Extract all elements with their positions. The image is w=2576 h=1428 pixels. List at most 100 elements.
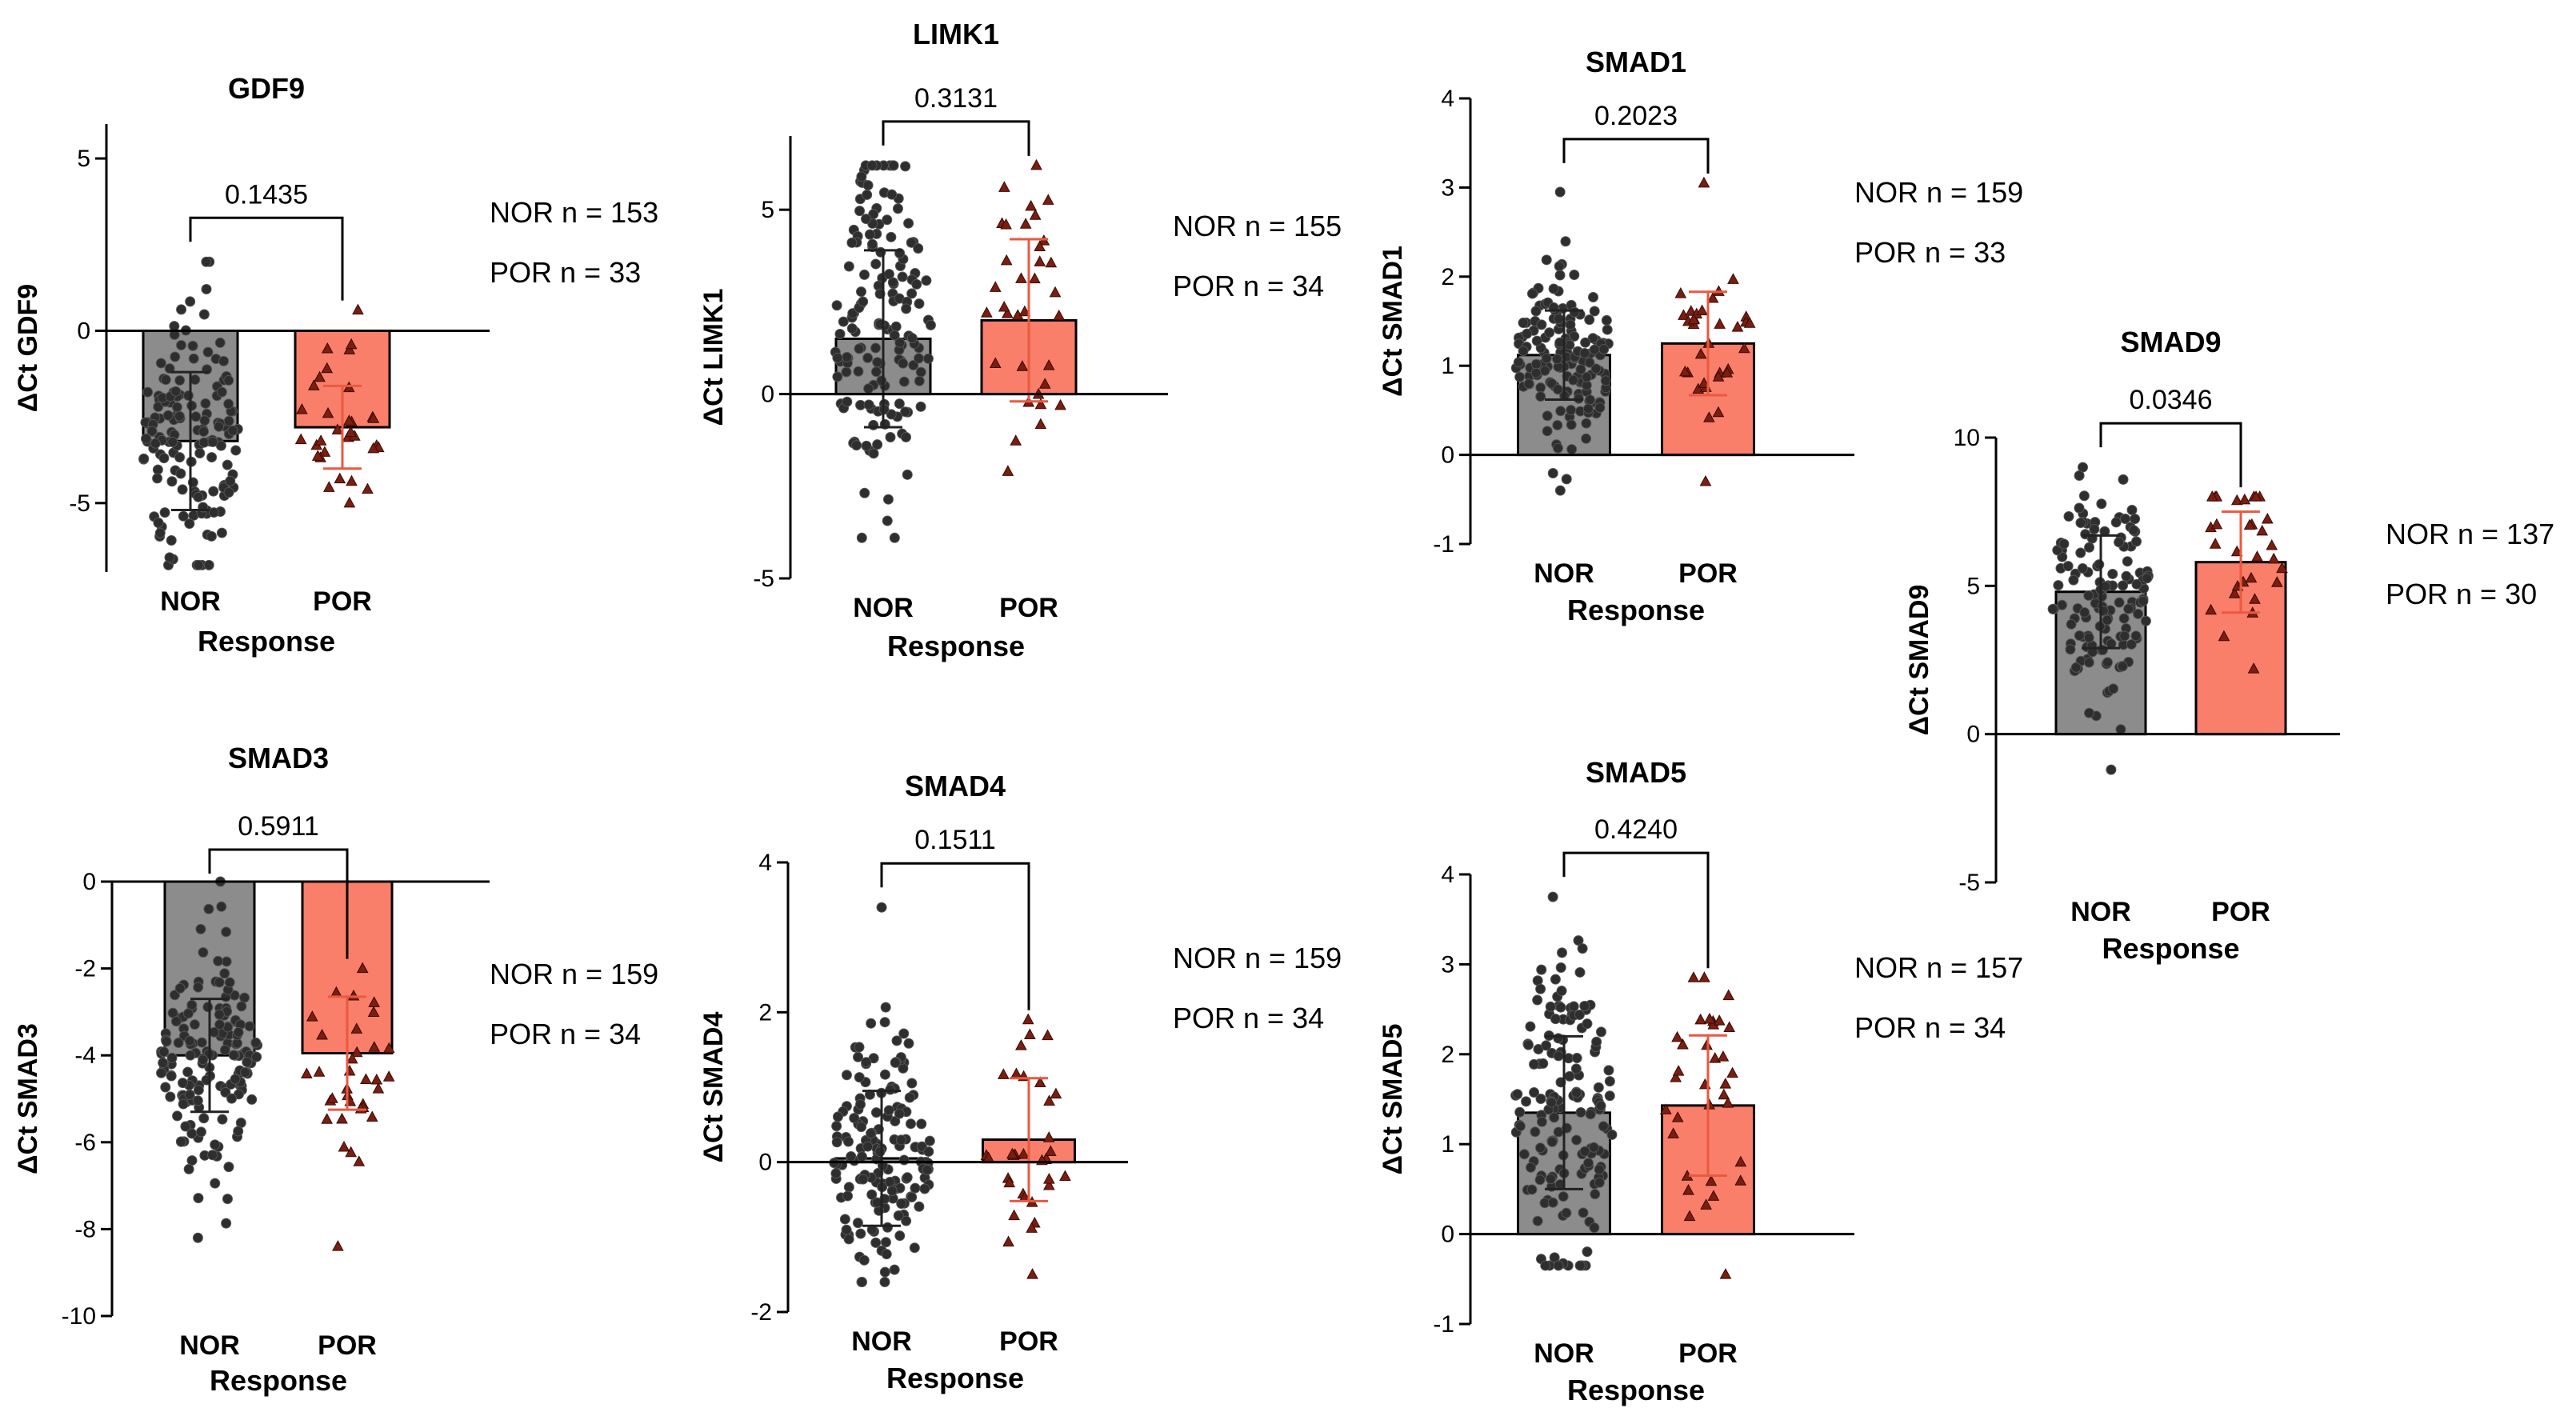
data-point [1044, 1145, 1057, 1156]
data-point [1513, 357, 1524, 368]
data-point [854, 343, 865, 354]
data-point [1593, 1082, 1604, 1093]
category-label: NOR [179, 1330, 240, 1361]
x-axis-label: Response [198, 625, 335, 658]
data-point [842, 396, 853, 407]
data-point [174, 375, 186, 386]
data-point [1531, 335, 1542, 346]
data-point [322, 481, 335, 492]
y-tick-label: -10 [62, 1303, 96, 1330]
data-point [1549, 1112, 1560, 1123]
data-point [1566, 405, 1577, 416]
data-point [207, 1150, 218, 1161]
data-point [367, 412, 380, 423]
data-point [1574, 966, 1586, 978]
data-point [214, 337, 226, 348]
data-point [343, 343, 356, 354]
data-point [1685, 305, 1698, 316]
data-point [251, 1051, 262, 1062]
data-point [198, 1113, 210, 1124]
data-point [842, 351, 853, 362]
data-point [868, 448, 879, 459]
error-bar-por [1689, 290, 1727, 397]
data-point [1581, 371, 1592, 382]
data-point [1546, 1097, 1557, 1108]
p-value-label: 0.0346 [2130, 385, 2213, 415]
data-point [2117, 661, 2128, 672]
data-point [214, 1019, 226, 1030]
data-point [1555, 962, 1566, 973]
data-point [307, 379, 320, 390]
data-point [207, 436, 218, 447]
data-point [192, 1095, 203, 1106]
data-point [1553, 1050, 1564, 1062]
y-axis-label: ΔCt SMAD9 [1904, 585, 1934, 736]
data-point [1569, 306, 1580, 318]
data-point [842, 1190, 854, 1202]
data-point [1546, 1136, 1558, 1147]
data-point [198, 437, 210, 448]
data-point [169, 990, 180, 1001]
y-tick-label: -1 [1433, 1311, 1454, 1338]
data-point [1018, 305, 1031, 317]
n-label-por: POR n = 33 [490, 256, 641, 289]
data-point [864, 229, 875, 240]
data-point [1535, 391, 1546, 402]
data-point [2053, 580, 2064, 591]
data-point [156, 1067, 167, 1078]
data-point [1568, 1001, 1579, 1012]
error-bar-por [2222, 510, 2260, 614]
data-point [1530, 306, 1542, 317]
data-point [1008, 1209, 1020, 1221]
data-point [1598, 1121, 1609, 1132]
data-point [1525, 1162, 1536, 1173]
data-point [1709, 1052, 1722, 1063]
data-point [2083, 632, 2094, 643]
data-point [2205, 603, 2217, 615]
data-point [1667, 1127, 1679, 1138]
data-point [1606, 1129, 1618, 1140]
data-point [193, 1193, 204, 1204]
n-label-por: POR n = 34 [1173, 270, 1324, 302]
data-point [1514, 371, 1526, 382]
data-point [182, 1008, 194, 1019]
n-label-por: POR n = 34 [1854, 1011, 2006, 1044]
data-point [203, 903, 214, 914]
data-point [879, 1266, 890, 1278]
y-tick-label: -2 [750, 1299, 772, 1326]
bracket-line [880, 862, 1030, 1010]
significance-bracket [1562, 851, 1710, 969]
data-point [1553, 1033, 1564, 1044]
data-point [858, 1174, 869, 1185]
data-point [2096, 498, 2107, 510]
data-point [1584, 314, 1595, 326]
data-point [185, 296, 196, 307]
data-point [1054, 398, 1066, 410]
data-point [1604, 1076, 1615, 1087]
points-por [1659, 971, 1747, 1279]
data-point [1532, 994, 1543, 1006]
data-point [1548, 283, 1559, 294]
data-point [174, 410, 185, 422]
data-point [893, 1210, 904, 1221]
data-point [859, 487, 870, 498]
data-point [2218, 630, 2230, 642]
data-point [1536, 1116, 1547, 1127]
data-point [1003, 1176, 1016, 1188]
data-point [925, 319, 936, 330]
data-point [1569, 270, 1580, 281]
data-point [1535, 983, 1546, 994]
data-point [1591, 1036, 1602, 1047]
category-label: POR [318, 1330, 377, 1361]
data-point [1536, 964, 1547, 975]
data-point [345, 1146, 358, 1158]
error-bar-nor [1545, 1034, 1583, 1190]
data-point [177, 484, 188, 495]
data-point [1571, 1087, 1582, 1098]
data-point [2108, 683, 2119, 694]
data-point [1038, 378, 1051, 389]
data-point [326, 1092, 338, 1103]
data-point [152, 464, 163, 475]
data-point [1558, 1191, 1569, 1202]
data-point [888, 160, 899, 171]
